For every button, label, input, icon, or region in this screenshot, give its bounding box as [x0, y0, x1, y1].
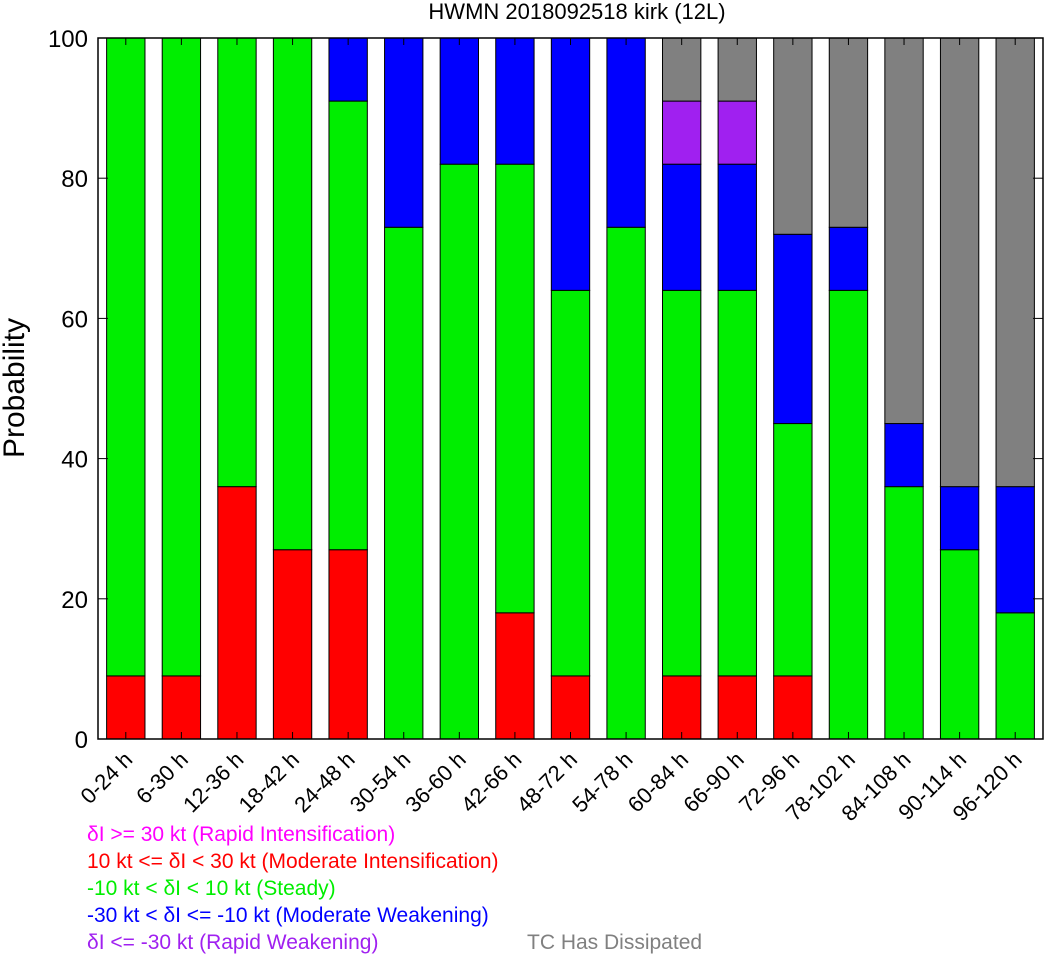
- bar-segment: [161, 37, 202, 677]
- bar-segment: [161, 675, 202, 740]
- y-tick-label: 20: [61, 587, 88, 614]
- legend-moderate-intensification: 10 kt <= δI < 30 kt (Moderate Intensific…: [87, 850, 499, 873]
- bar-segment: [661, 163, 702, 291]
- bar-segment: [661, 289, 702, 677]
- bar-segment: [884, 37, 924, 425]
- legend-dissipated: TC Has Dissipated: [527, 931, 703, 954]
- y-tick-label: 80: [61, 166, 88, 193]
- bar-segment: [828, 226, 869, 291]
- y-tick-label: 100: [48, 26, 88, 53]
- x-tick-label: 24-48 h: [289, 747, 359, 817]
- x-tick-label: 30-54 h: [345, 747, 415, 817]
- y-axis-label: Probability: [0, 318, 31, 458]
- bar-segment: [495, 37, 535, 165]
- bar-segment: [661, 37, 702, 102]
- bar-segment: [939, 37, 980, 488]
- bar-segment: [828, 37, 869, 228]
- bar-segment: [328, 549, 368, 740]
- x-tick-label: 54-78 h: [567, 747, 637, 817]
- bar-segment: [995, 486, 1035, 614]
- bar-segment: [272, 549, 313, 740]
- bar-segment: [106, 675, 146, 740]
- bar-segment: [606, 37, 646, 228]
- legend-moderate-weakening: -30 kt < δI <= -10 kt (Moderate Weakenin…: [87, 904, 489, 927]
- y-tick-label: 0: [75, 727, 88, 754]
- x-tick-label: 42-66 h: [456, 747, 526, 817]
- legend-rapid-intensification: δI >= 30 kt (Rapid Intensification): [87, 823, 396, 846]
- x-tick-label: 66-90 h: [678, 747, 748, 817]
- bar-segment: [773, 37, 813, 235]
- legend-steady: -10 kt < δI < 10 kt (Steady): [87, 877, 336, 900]
- bar-segment: [717, 100, 757, 165]
- bar-segment: [328, 100, 368, 551]
- bar-segment: [272, 37, 313, 551]
- bar-segment: [217, 37, 257, 488]
- x-tick-label: 12-36 h: [178, 747, 248, 817]
- bars: [106, 37, 1035, 740]
- bar-segment: [550, 675, 591, 740]
- bar-segment: [773, 675, 813, 740]
- bar-segment: [439, 37, 480, 165]
- bar-segment: [939, 549, 980, 740]
- bar-segment: [106, 37, 146, 677]
- bar-segment: [384, 226, 424, 740]
- legend-rapid-weakening: δI <= -30 kt (Rapid Weakening): [87, 931, 379, 954]
- plot-frame: [97, 37, 1044, 740]
- bar-segment: [661, 675, 702, 740]
- bar-segment: [717, 675, 757, 740]
- bar-segment: [328, 37, 368, 102]
- bar-segment: [217, 486, 257, 740]
- x-tick-label: 48-72 h: [512, 747, 582, 817]
- bar-segment: [606, 226, 646, 740]
- bar-segment: [717, 163, 757, 291]
- x-tick-label: 60-84 h: [623, 747, 693, 817]
- bar-segment: [828, 289, 869, 740]
- bar-segment: [995, 37, 1035, 488]
- bar-segment: [717, 289, 757, 677]
- bar-segment: [550, 289, 591, 677]
- bar-segment: [773, 233, 813, 425]
- bar-segment: [884, 423, 924, 488]
- x-tick-label: 36-60 h: [400, 747, 470, 817]
- x-tick-label: 0-24 h: [76, 747, 138, 809]
- x-tick-label: 18-42 h: [234, 747, 304, 817]
- bar-segment: [495, 163, 535, 614]
- bar-segment: [550, 37, 591, 291]
- bar-segment: [995, 612, 1035, 740]
- bar-segment: [773, 423, 813, 677]
- bar-segment: [939, 486, 980, 551]
- y-tick-label: 40: [61, 447, 88, 474]
- y-tick-label: 60: [61, 306, 88, 333]
- bar-segment: [661, 100, 702, 165]
- bar-segment: [384, 37, 424, 228]
- bar-segment: [495, 612, 535, 740]
- bar-segment: [439, 163, 480, 740]
- bar-segment: [717, 37, 757, 102]
- bar-segment: [884, 486, 924, 740]
- chart-title: HWMN 2018092518 kirk (12L): [428, 0, 725, 24]
